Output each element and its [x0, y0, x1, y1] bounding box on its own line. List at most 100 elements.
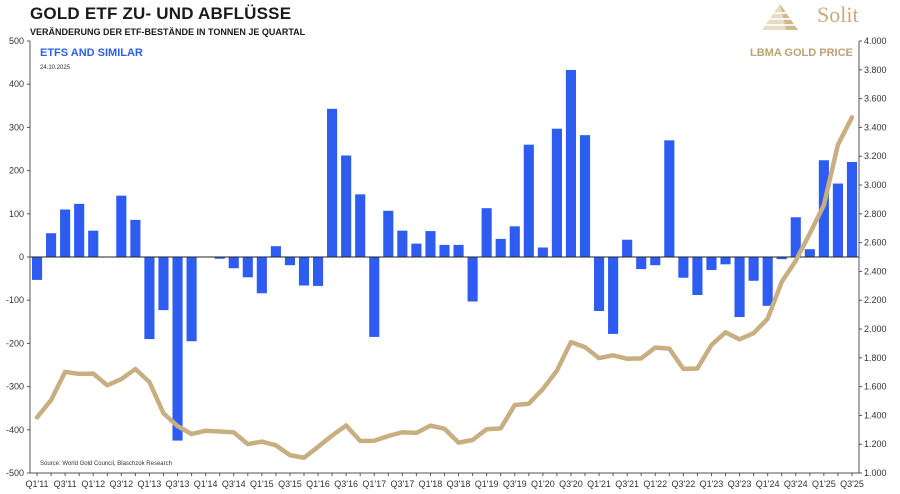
x-tick-label: Q1'11: [25, 479, 48, 489]
bar-Q3'16: [341, 155, 352, 257]
bar-Q4'24: [804, 249, 815, 257]
bar-Q4'23: [748, 257, 759, 281]
y-right-tick-label: 1.200: [864, 439, 887, 449]
bar-Q3'18: [453, 244, 464, 257]
bar-Q2'17: [383, 210, 394, 257]
x-tick-label: Q1'13: [138, 479, 162, 489]
bar-Q2'11: [46, 233, 57, 257]
bar-Q3'25: [846, 161, 858, 257]
y-right-tick-label: 1.400: [864, 410, 887, 420]
bar-Q3'19: [509, 226, 520, 257]
bar-Q2'24: [776, 257, 787, 260]
source-note: Source: World Gold Council, Blaschzok Re…: [40, 461, 172, 467]
y-left-tick-label: -400: [6, 425, 24, 435]
legend-etfs: ETFS AND SIMILAR: [40, 47, 143, 59]
x-tick-label: Q1'25: [812, 479, 836, 489]
bar-Q3'17: [397, 230, 408, 257]
bar-Q3'22: [678, 257, 689, 278]
x-tick-label: Q3'13: [166, 479, 190, 489]
bar-Q3'20: [565, 69, 577, 257]
x-tick-label: Q3'17: [390, 479, 414, 489]
bar-Q1'11: [31, 257, 43, 280]
y-right-tick-label: 2.000: [864, 324, 887, 334]
x-tick-label: Q1'14: [194, 479, 218, 489]
date-label: 24.10.2025: [40, 65, 71, 71]
bar-Q4'11: [74, 203, 85, 257]
bar-Q4'21: [636, 257, 647, 270]
y-right-tick-label: 3.400: [864, 122, 887, 132]
y-right-tick-label: 3.800: [864, 65, 887, 75]
x-tick-label: Q1'17: [362, 479, 386, 489]
bar-Q3'11: [60, 209, 71, 257]
x-tick-label: Q1'21: [587, 479, 611, 489]
y-left-tick-label: 400: [9, 79, 24, 89]
bar-Q1'12: [88, 230, 99, 257]
bar-Q1'21: [594, 257, 605, 311]
bar-Q1'24: [762, 257, 773, 306]
x-tick-label: Q1'15: [250, 479, 274, 489]
y-left-tick-label: 0: [19, 252, 24, 262]
bar-Q4'12: [130, 219, 141, 257]
y-right-tick-label: 3.200: [864, 151, 887, 161]
bar-Q4'18: [467, 257, 478, 302]
bar-Q4'13: [186, 257, 197, 342]
x-tick-label: Q1'23: [700, 479, 724, 489]
bar-Q1'16: [312, 257, 324, 286]
x-tick-label: Q1'22: [643, 479, 667, 489]
bar-Q2'15: [270, 246, 281, 257]
bar-Q2'25: [832, 183, 843, 257]
bar-Q4'14: [242, 257, 253, 278]
legend-gold-price: LBMA GOLD PRICE: [750, 47, 853, 59]
y-right-tick-label: 1.000: [864, 468, 887, 478]
bar-Q3'21: [622, 239, 633, 257]
x-tick-label: Q3'12: [109, 479, 133, 489]
bar-Q1'22: [650, 257, 661, 266]
logo-text: Solit: [817, 2, 859, 27]
bar-Q3'23: [734, 257, 745, 318]
chart-title: GOLD ETF ZU- UND ABFLÜSSE: [30, 4, 292, 23]
bar-Q4'22: [692, 257, 703, 296]
x-tick-label: Q3'21: [615, 479, 639, 489]
bar-Q2'20: [551, 128, 562, 257]
y-right-tick-label: 4.000: [864, 36, 887, 46]
bar-series: [31, 69, 858, 441]
solit-logo-icon: [762, 4, 798, 30]
bar-Q2'18: [439, 244, 450, 257]
bar-Q4'17: [411, 243, 422, 257]
y-right-tick-label: 2.200: [864, 295, 887, 305]
x-tick-label: Q3'23: [728, 479, 752, 489]
y-right-tick-label: 1.800: [864, 353, 887, 363]
x-tick-label: Q1'18: [419, 479, 443, 489]
x-tick-label: Q1'16: [306, 479, 330, 489]
bar-Q1'23: [706, 257, 717, 270]
bar-Q4'16: [355, 194, 366, 257]
bar-Q4'15: [298, 257, 310, 286]
line-series: [34, 115, 855, 460]
y-left-tick-label: 500: [9, 36, 24, 46]
bar-Q2'13: [158, 257, 169, 311]
gold-price-line: [34, 115, 855, 460]
bar-Q3'12: [116, 195, 127, 257]
bar-Q2'23: [720, 257, 731, 265]
y-left-tick-label: 300: [9, 122, 24, 132]
y-right-tick-label: 3.000: [864, 180, 887, 190]
bar-Q3'13: [172, 257, 183, 441]
x-tick-label: Q3'16: [334, 479, 358, 489]
bar-Q1'17: [369, 257, 380, 337]
bar-Q2'22: [664, 140, 675, 257]
y-left-tick-label: 100: [9, 209, 24, 219]
y-right-tick-label: 2.400: [864, 266, 887, 276]
y-left-tick-label: 200: [9, 166, 24, 176]
bar-Q2'21: [608, 257, 619, 334]
x-tick-label: Q1'20: [531, 479, 555, 489]
bar-Q2'14: [214, 257, 225, 259]
x-tick-label: Q1'19: [475, 479, 499, 489]
x-tick-label: Q3'25: [840, 479, 864, 489]
y-left-tick-label: -100: [6, 295, 24, 305]
bar-Q4'20: [579, 135, 591, 257]
y-right-tick-label: 1.600: [864, 382, 887, 392]
x-tick-label: Q1'12: [81, 479, 105, 489]
bar-Q2'16: [327, 108, 338, 257]
x-tick-label: Q3'15: [278, 479, 302, 489]
